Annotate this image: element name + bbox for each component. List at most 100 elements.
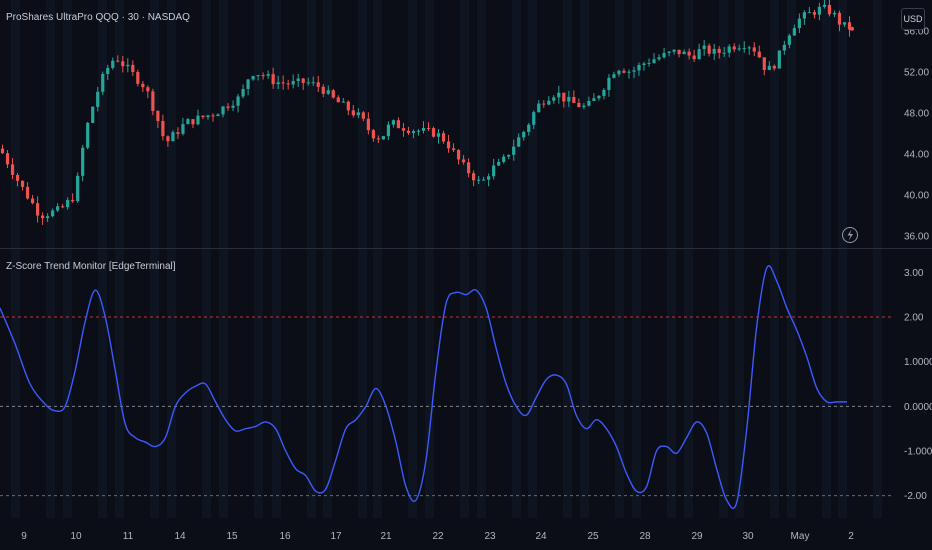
indicator-axis[interactable]: 3.00 2.00 1.0000 0.0000 -1.0000 -2.00 [904,268,932,502]
candle-body [246,79,250,89]
candle-body [331,90,335,98]
candle-body [316,82,320,87]
candle-body [597,95,601,99]
candle-body [812,12,817,15]
candle-body [346,101,350,111]
candle-body [286,83,290,85]
time-axis-label: 29 [691,531,703,542]
time-axis-label: 16 [279,531,291,542]
candle-body [492,165,496,177]
session-shading [11,0,882,518]
candle-body [256,75,260,77]
indicator-pane[interactable]: Z-Score Trend Monitor [EdgeTerminal] 3.0… [0,261,932,510]
session-band [63,0,72,518]
candle-body [241,88,245,97]
session-band [770,0,779,518]
candle-body [767,65,771,71]
indicator-pane-title: Z-Score Trend Monitor [EdgeTerminal] [6,261,176,272]
candle-body [762,57,766,71]
candle-body [161,120,165,137]
time-axis-label: 11 [123,531,134,542]
candle-body [216,114,220,117]
price-axis-label: 52.00 [904,67,929,78]
candle-body [381,136,385,140]
candle-body [321,86,325,94]
candle-body [782,44,786,51]
lightning-bolt-icon[interactable] [842,227,858,243]
candle-body [752,47,756,52]
session-band [873,0,882,518]
session-band [719,0,728,518]
candle-body [166,136,170,142]
time-axis-label: 17 [330,531,342,542]
session-band [115,0,124,518]
session-band [202,0,211,518]
candle-body [391,120,396,125]
candle-body [797,18,801,29]
time-axis-label: 9 [21,531,27,542]
time-axis[interactable]: 9 10 11 14 15 16 17 21 22 23 24 25 28 29 30 May 2 [21,531,854,542]
candle-body [807,12,811,14]
candle-body [431,128,436,137]
candle-body [76,175,80,202]
session-band [323,0,332,518]
indicator-axis-label: 3.00 [904,268,924,279]
price-axis-label: 48.00 [904,108,929,119]
time-axis-label: 21 [380,531,392,542]
session-band [167,0,176,518]
candle-body [401,128,406,131]
candle-body [572,96,576,103]
candle-body [336,97,340,103]
candle-body [637,65,641,71]
price-axis[interactable]: 36.00 40.00 44.00 48.00 52.00 56.00 [904,26,929,242]
candle-body [657,57,661,60]
time-axis-label: 10 [70,531,82,542]
candle-body [416,130,421,132]
candle-body [30,198,35,204]
currency-button[interactable]: USD [901,8,925,30]
candle-body [15,174,20,181]
session-band [460,0,469,518]
candle-body [777,50,781,69]
candle-body [106,67,110,74]
candle-body [146,87,150,92]
candle-body [757,51,761,58]
candlestick-series [0,0,854,225]
candle-body [66,199,70,208]
candle-body [787,35,791,45]
session-band [528,0,537,518]
session-band [580,0,589,518]
candle-body [0,148,5,154]
candle-body [847,22,852,30]
price-axis-label: 36.00 [904,231,929,242]
candle-body [271,74,275,85]
candle-body [296,78,300,82]
session-band [254,0,263,518]
zscore-line [0,265,847,510]
price-axis-label: 40.00 [904,190,929,201]
candle-body [61,206,65,208]
candle-body [276,82,280,85]
price-pane[interactable]: ProShares UltraPro QQQ · 30 · NASDAQ 36.… [0,0,930,243]
candle-body [467,162,471,174]
candle-body [51,210,55,217]
candle-body [231,105,235,108]
price-axis-label: 44.00 [904,149,929,160]
candle-body [361,112,365,119]
candle-body [301,78,305,83]
candle-body [186,119,190,125]
candle-body [86,122,90,148]
candle-body [441,133,446,142]
candle-body [552,97,556,101]
candle-body [827,4,832,15]
candle-body [5,153,10,165]
candle-body [46,216,50,219]
candle-body [677,49,681,55]
session-band [425,0,434,518]
candle-body [71,199,75,202]
candle-body [742,48,746,50]
time-axis-label: 24 [535,531,547,542]
candle-body [692,55,696,60]
candle-body [196,115,200,125]
time-axis-label: 25 [587,531,599,542]
